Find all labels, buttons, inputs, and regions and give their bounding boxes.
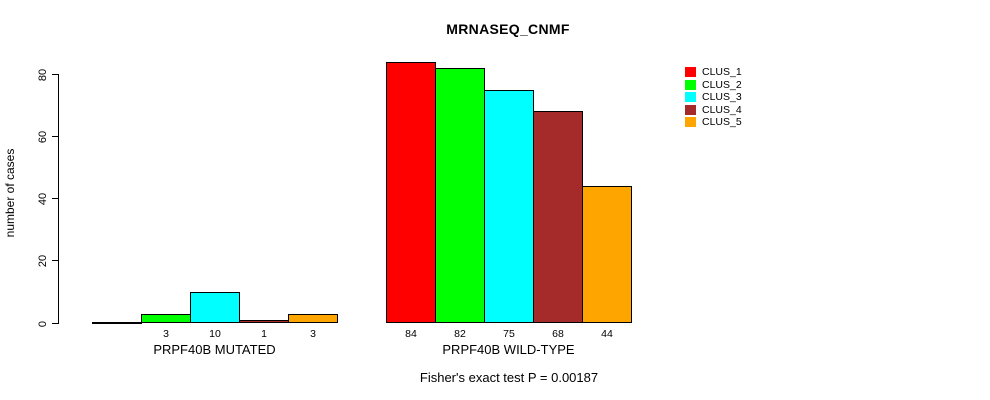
bar-clus_5	[288, 314, 338, 323]
bar-clus_1	[92, 322, 142, 324]
y-tick-label: 40	[37, 192, 49, 205]
legend-item-clus_3: CLUS_3	[685, 91, 742, 104]
bar-value-label: 68	[552, 328, 564, 340]
bar-value-label: 75	[503, 328, 515, 340]
legend-item-clus_5: CLUS_5	[685, 116, 742, 129]
legend-swatch-icon	[685, 92, 696, 103]
legend-item-clus_4: CLUS_4	[685, 104, 742, 117]
legend-label: CLUS_1	[702, 66, 742, 78]
y-tick-label: 60	[37, 130, 49, 143]
bar-clus_2	[141, 314, 191, 323]
fisher-test-annotation: Fisher's exact test P = 0.00187	[419, 370, 599, 385]
y-tick-label: 0	[37, 320, 49, 327]
bar-clus_2	[435, 68, 485, 323]
legend-swatch-icon	[685, 117, 696, 128]
chart-title: MRNASEQ_CNMF	[446, 21, 570, 37]
bar-value-label: 3	[163, 328, 169, 340]
legend-label: CLUS_4	[702, 103, 742, 116]
y-tick	[52, 136, 58, 137]
y-tick	[52, 74, 58, 75]
legend-item-clus_1: CLUS_1	[685, 66, 742, 79]
legend: CLUS_1 CLUS_2 CLUS_3 CLUS_4 CLUS_5	[685, 66, 742, 129]
bar-clus_3	[190, 292, 240, 323]
y-axis-label: number of cases	[3, 148, 17, 238]
bar-value-label: 1	[261, 328, 267, 340]
bar-clus_3	[484, 90, 534, 323]
bar-clus_4	[239, 320, 289, 323]
legend-swatch-icon	[685, 79, 696, 90]
legend-swatch-icon	[685, 104, 696, 115]
bar-clus_4	[533, 111, 583, 323]
x-group-label-wild-type: PRPF40B WILD-TYPE	[442, 342, 575, 357]
y-axis-line	[58, 74, 59, 324]
legend-item-clus_2: CLUS_2	[685, 79, 742, 92]
bar-value-label: 84	[405, 328, 417, 340]
bar-value-label: 3	[310, 328, 316, 340]
bar-value-label: 44	[601, 328, 613, 340]
bar-clus_1	[386, 62, 436, 323]
legend-label: CLUS_3	[702, 91, 742, 103]
y-tick	[52, 198, 58, 199]
legend-label: CLUS_5	[702, 116, 742, 128]
x-group-label-mutated: PRPF40B MUTATED	[153, 342, 276, 357]
bar-value-label: 82	[454, 328, 466, 340]
y-tick	[52, 323, 58, 324]
bar-value-label: 10	[209, 328, 221, 340]
y-tick-label: 80	[37, 68, 49, 81]
bar-clus_5	[582, 186, 632, 323]
y-tick	[52, 260, 58, 261]
y-tick-label: 20	[37, 254, 49, 267]
legend-label: CLUS_2	[702, 78, 742, 91]
legend-swatch-icon	[685, 67, 696, 78]
